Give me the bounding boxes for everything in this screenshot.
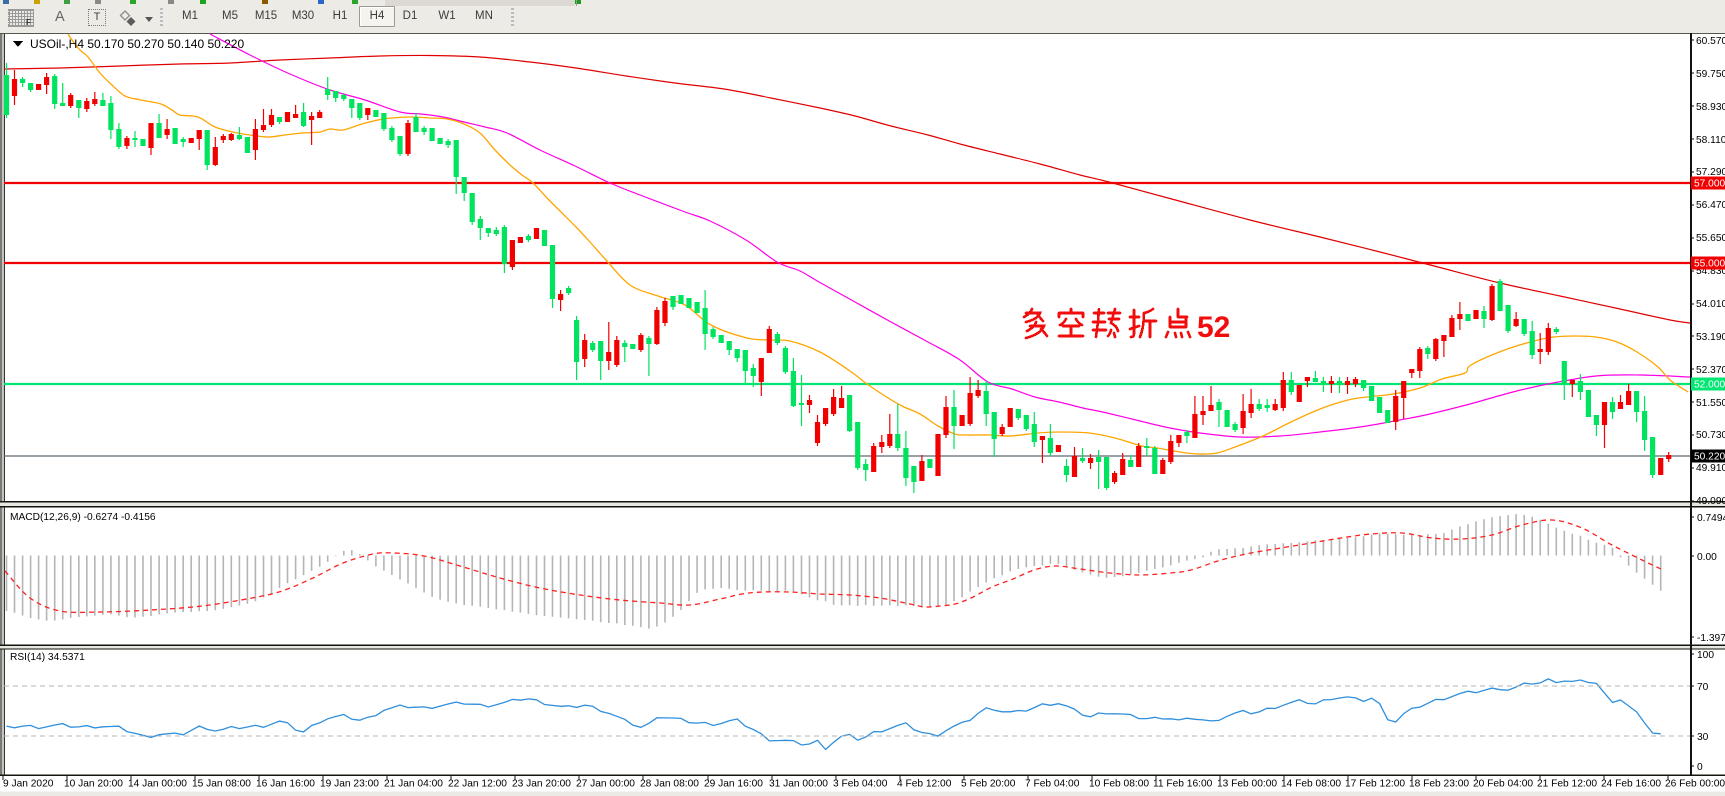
svg-text:57.000: 57.000 [1694,179,1725,190]
svg-text:4 Feb 12:00: 4 Feb 12:00 [897,779,952,790]
svg-text:52.370: 52.370 [1696,365,1725,376]
svg-text:53.190: 53.190 [1696,332,1725,343]
svg-text:-1.3973: -1.3973 [1697,633,1725,644]
svg-text:10 Jan 20:00: 10 Jan 20:00 [64,779,123,790]
svg-text:11 Feb 16:00: 11 Feb 16:00 [1153,779,1213,790]
svg-text:0.7494: 0.7494 [1697,513,1725,524]
svg-text:21 Jan 04:00: 21 Jan 04:00 [384,779,443,790]
svg-text:60.570: 60.570 [1696,36,1725,47]
svg-text:100: 100 [1697,650,1714,661]
svg-text:52.000: 52.000 [1694,380,1725,391]
svg-text:14 Feb 08:00: 14 Feb 08:00 [1281,779,1341,790]
svg-text:RSI(14) 34.5371: RSI(14) 34.5371 [10,652,85,663]
svg-text:23 Jan 20:00: 23 Jan 20:00 [512,779,571,790]
svg-text:55.650: 55.650 [1696,233,1725,244]
svg-text:10 Feb 08:00: 10 Feb 08:00 [1089,779,1149,790]
svg-text:7 Feb 04:00: 7 Feb 04:00 [1025,779,1080,790]
svg-text:20 Feb 04:00: 20 Feb 04:00 [1473,779,1533,790]
svg-text:16 Jan 16:00: 16 Jan 16:00 [256,779,315,790]
svg-text:59.750: 59.750 [1696,69,1725,80]
svg-text:28 Jan 08:00: 28 Jan 08:00 [640,779,699,790]
svg-text:22 Jan 12:00: 22 Jan 12:00 [448,779,507,790]
svg-text:19 Jan 23:00: 19 Jan 23:00 [320,779,379,790]
svg-text:24 Feb 16:00: 24 Feb 16:00 [1601,779,1661,790]
svg-text:52: 52 [1197,311,1230,344]
svg-text:21 Feb 12:00: 21 Feb 12:00 [1537,779,1597,790]
svg-text:50.730: 50.730 [1696,430,1725,441]
svg-text:0: 0 [1697,762,1703,773]
svg-text:57.290: 57.290 [1696,167,1725,178]
svg-text:51.550: 51.550 [1696,398,1725,409]
svg-text:14 Jan 00:00: 14 Jan 00:00 [128,779,187,790]
svg-text:15 Jan 08:00: 15 Jan 08:00 [192,779,251,790]
svg-text:3 Feb 04:00: 3 Feb 04:00 [833,779,888,790]
svg-text:49.090: 49.090 [1696,496,1725,507]
svg-text:50.220: 50.220 [1694,452,1725,463]
svg-text:58.930: 58.930 [1696,102,1725,113]
svg-text:26 Feb 00:00: 26 Feb 00:00 [1665,779,1725,790]
svg-text:13 Feb 00:00: 13 Feb 00:00 [1217,779,1277,790]
svg-text:49.910: 49.910 [1696,463,1725,474]
svg-text:30: 30 [1697,732,1709,743]
svg-text:31 Jan 00:00: 31 Jan 00:00 [769,779,828,790]
svg-text:USOil-,H4 50.170 50.270 50.14: USOil-,H4 50.170 50.270 50.140 50.220 [30,37,244,51]
svg-text:54.830: 54.830 [1696,266,1725,277]
svg-text:0.00: 0.00 [1697,552,1717,563]
svg-text:17 Feb 12:00: 17 Feb 12:00 [1345,779,1405,790]
svg-text:18 Feb 23:00: 18 Feb 23:00 [1409,779,1469,790]
svg-text:9 Jan 2020: 9 Jan 2020 [3,779,54,790]
svg-text:5 Feb 20:00: 5 Feb 20:00 [961,779,1016,790]
svg-text:MACD(12,26,9) -0.6274 -0.4156: MACD(12,26,9) -0.6274 -0.4156 [10,512,156,523]
svg-text:56.470: 56.470 [1696,200,1725,211]
svg-text:70: 70 [1697,682,1709,693]
svg-text:54.010: 54.010 [1696,299,1725,310]
svg-text:29 Jan 16:00: 29 Jan 16:00 [704,779,763,790]
svg-text:27 Jan 00:00: 27 Jan 00:00 [576,779,635,790]
svg-text:58.110: 58.110 [1696,135,1725,146]
svg-text:55.000: 55.000 [1694,259,1725,270]
